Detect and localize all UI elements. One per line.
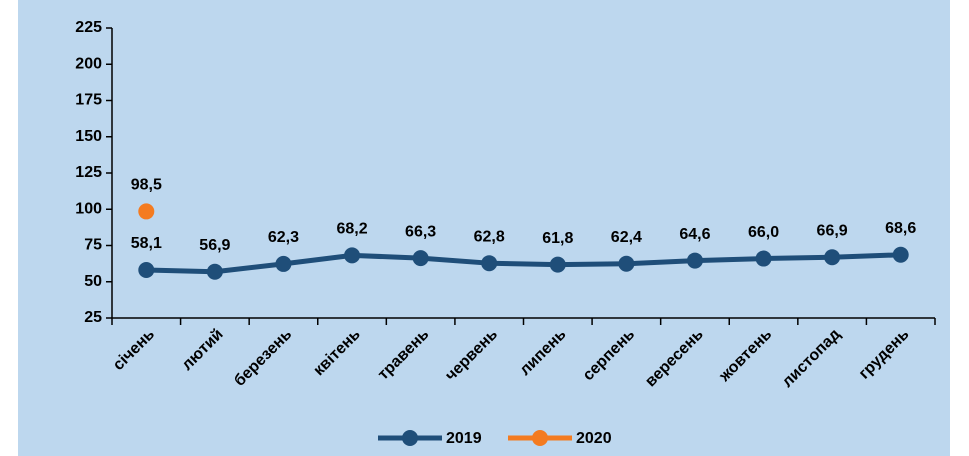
- data-point: [686, 252, 703, 269]
- data-point: [206, 263, 223, 280]
- data-point: [275, 255, 292, 272]
- y-tick-label: 150: [75, 128, 102, 145]
- legend-marker: [532, 430, 548, 446]
- data-label: 68,6: [885, 220, 916, 237]
- data-label: 66,9: [817, 222, 848, 239]
- legend-label: 2019: [446, 430, 482, 447]
- data-point: [412, 250, 429, 267]
- y-tick-label: 225: [75, 19, 102, 36]
- data-label: 62,8: [474, 228, 505, 245]
- data-point: [755, 250, 772, 267]
- y-tick-label: 75: [84, 237, 102, 254]
- y-tick-label: 125: [75, 164, 102, 181]
- data-point: [549, 256, 566, 273]
- data-point: [138, 262, 155, 279]
- data-label: 62,4: [611, 229, 642, 246]
- data-point: [344, 247, 361, 264]
- data-point: [824, 249, 841, 266]
- y-tick-label: 175: [75, 92, 102, 109]
- chart-background: [18, 0, 950, 456]
- y-tick-label: 100: [75, 200, 102, 217]
- data-label: 66,3: [405, 223, 436, 240]
- data-point: [481, 255, 498, 272]
- data-point: [138, 203, 155, 220]
- data-point: [618, 255, 635, 272]
- y-tick-label: 200: [75, 55, 102, 72]
- legend-marker: [402, 430, 418, 446]
- data-point: [892, 246, 909, 263]
- series-line: [146, 252, 901, 275]
- data-label: 58,1: [131, 235, 162, 252]
- data-label: 98,5: [131, 177, 162, 194]
- data-label: 62,3: [268, 229, 299, 246]
- y-tick-label: 50: [84, 273, 102, 290]
- y-tick-label: 25: [84, 309, 102, 326]
- data-label: 64,6: [679, 226, 710, 243]
- data-label: 61,8: [542, 230, 573, 247]
- data-label: 68,2: [336, 221, 367, 238]
- data-label: 56,9: [199, 237, 230, 254]
- data-label: 66,0: [748, 224, 779, 241]
- legend-label: 2020: [576, 430, 612, 447]
